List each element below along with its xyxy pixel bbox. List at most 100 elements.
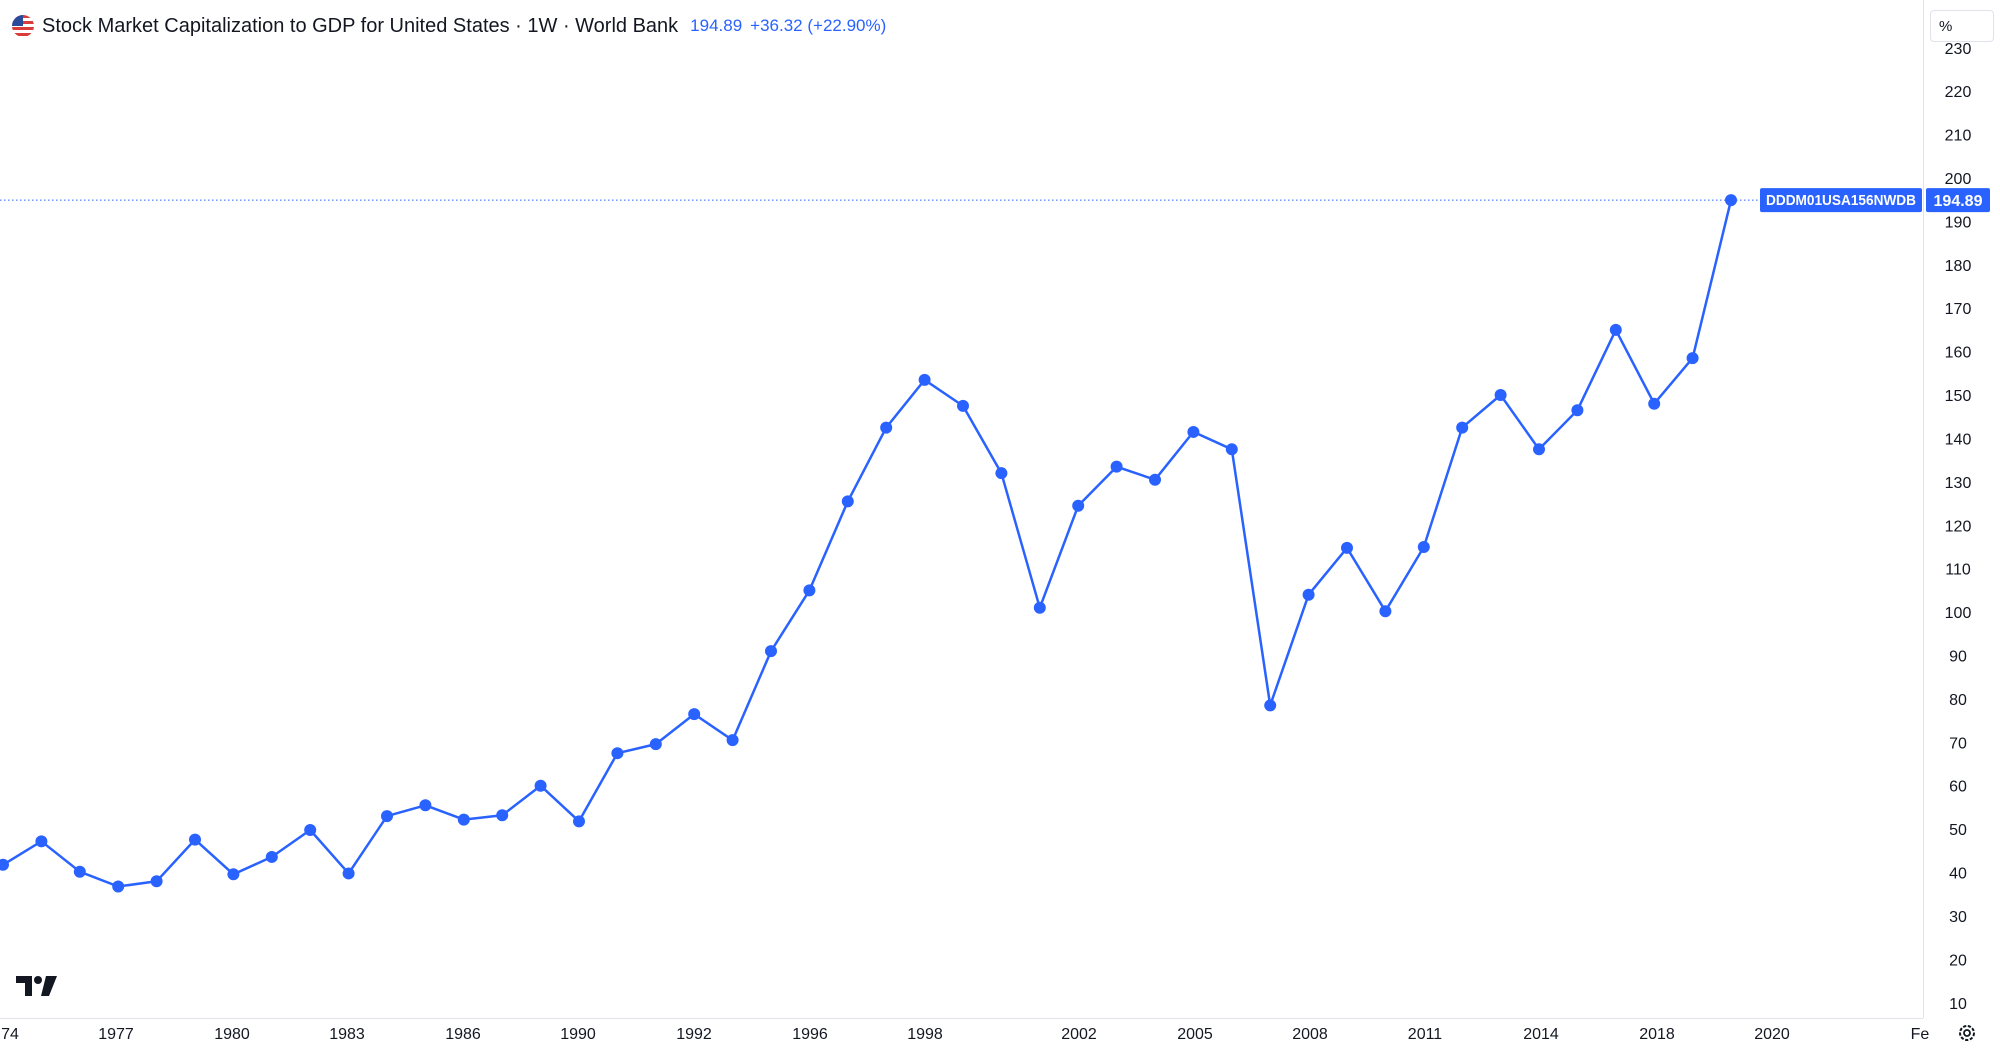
data-point <box>112 880 125 893</box>
data-point <box>1264 699 1277 712</box>
time-tick-label: 2018 <box>1639 1026 1675 1043</box>
data-point <box>649 738 662 751</box>
time-tick-label: 74 <box>1 1026 19 1043</box>
data-point <box>189 833 201 846</box>
price-tick-label: 10 <box>1949 996 1967 1013</box>
us-flag-icon <box>12 15 34 37</box>
data-point <box>73 865 86 878</box>
time-tick-label: 1980 <box>214 1026 250 1043</box>
time-tick-label: 1992 <box>676 1026 712 1043</box>
price-tick-label: 70 <box>1949 735 1967 752</box>
data-point <box>1494 389 1507 402</box>
price-tick-label: 230 <box>1945 41 1972 58</box>
data-point <box>1149 473 1161 486</box>
price-scale-unit-button[interactable]: % <box>1930 10 1994 42</box>
data-point <box>1110 460 1123 473</box>
data-point <box>150 875 163 888</box>
series-title[interactable]: Stock Market Capitalization to GDP for U… <box>42 14 679 37</box>
price-tick-label: 210 <box>1945 128 1972 145</box>
data-point <box>534 779 547 792</box>
data-point <box>611 747 624 760</box>
data-point <box>419 799 432 812</box>
data-point <box>1072 499 1085 512</box>
data-point <box>381 810 393 823</box>
time-tick-label: 2011 <box>1408 1026 1443 1043</box>
price-tick-label: 30 <box>1949 909 1967 926</box>
data-point <box>1609 323 1622 336</box>
time-tick-label: 1996 <box>792 1026 828 1043</box>
data-point <box>1341 541 1353 554</box>
time-tick-label: 1990 <box>560 1026 596 1043</box>
data-point <box>0 858 9 871</box>
tradingview-logo-icon[interactable] <box>16 975 58 1002</box>
time-tick-label: 1986 <box>445 1026 481 1043</box>
data-point <box>573 815 585 828</box>
series-points <box>0 194 1737 893</box>
data-point <box>1379 605 1392 618</box>
data-point <box>765 645 777 658</box>
price-tick-label: 150 <box>1945 388 1972 405</box>
price-tick-label: 140 <box>1945 431 1972 448</box>
gear-icon <box>1959 1025 1975 1041</box>
data-point <box>35 835 48 848</box>
price-tick-label: 80 <box>1949 692 1967 709</box>
time-axis[interactable]: 74 1977 1980 1983 1986 1990 1992 1996 1998 2002 20… <box>1 1026 1929 1043</box>
time-tick-label: Fe <box>1911 1026 1930 1043</box>
price-scale-unit: % <box>1939 17 1953 35</box>
data-point <box>1571 404 1584 417</box>
data-point <box>1648 397 1661 410</box>
data-point <box>1417 540 1430 553</box>
time-tick-label: 2002 <box>1061 1026 1097 1043</box>
data-point <box>957 399 969 412</box>
data-point <box>803 584 816 597</box>
time-tick-label: 2014 <box>1523 1026 1559 1043</box>
time-tick-label: 1977 <box>98 1026 134 1043</box>
data-point <box>918 373 931 386</box>
data-point <box>457 813 470 826</box>
data-point <box>227 868 240 881</box>
data-point <box>995 467 1008 480</box>
data-point <box>688 708 701 721</box>
data-point <box>726 734 739 747</box>
series-line <box>2 199 1733 888</box>
price-tick-label: 120 <box>1945 518 1972 535</box>
time-tick-label: 2005 <box>1177 1026 1213 1043</box>
data-point <box>1725 194 1737 207</box>
price-tick-label: 220 <box>1945 84 1972 101</box>
symbol-label-bg <box>1760 188 1922 213</box>
price-axis[interactable]: 10 20 30 40 50 60 70 80 90 100 110 120 130 140 150 160 1… <box>1945 41 1972 1013</box>
price-label-bg <box>1926 188 1990 213</box>
price-tick-label: 60 <box>1949 779 1967 796</box>
time-tick-label: 2008 <box>1292 1026 1328 1043</box>
price-tick-label: 130 <box>1945 475 1972 492</box>
data-point <box>1033 601 1046 614</box>
price-tick-label: 170 <box>1945 301 1972 318</box>
data-point <box>1225 443 1238 456</box>
price-tick-label: 50 <box>1949 822 1967 839</box>
last-price-label: DDDM01USA156NWDB 194.89 <box>1760 188 1990 213</box>
symbol-label: DDDM01USA156NWDB <box>1766 192 1916 209</box>
data-point <box>841 495 854 508</box>
price-tick-label: 100 <box>1945 605 1972 622</box>
last-value: 194.89 <box>690 16 743 35</box>
time-tick-label: 1998 <box>907 1026 943 1043</box>
settings-button[interactable] <box>1952 1018 1982 1048</box>
price-tick-label: 20 <box>1949 952 1967 969</box>
time-tick-label: 2020 <box>1754 1026 1790 1043</box>
price-label: 194.89 <box>1934 193 1983 210</box>
price-tick-label: 110 <box>1945 562 1971 579</box>
chart-legend[interactable]: Stock Market Capitalization to GDP for U… <box>12 12 886 40</box>
data-point <box>880 421 893 434</box>
value-change: +36.32 (+22.90%) <box>750 16 887 35</box>
price-tick-label: 190 <box>1945 214 1972 231</box>
price-tick-label: 160 <box>1945 345 1972 362</box>
data-point <box>1187 425 1200 438</box>
axes-layer <box>0 0 1924 1019</box>
price-tick-label: 180 <box>1945 258 1972 275</box>
data-point <box>265 850 278 863</box>
data-point <box>1456 421 1469 434</box>
data-point <box>1686 352 1699 365</box>
data-point <box>342 867 355 880</box>
